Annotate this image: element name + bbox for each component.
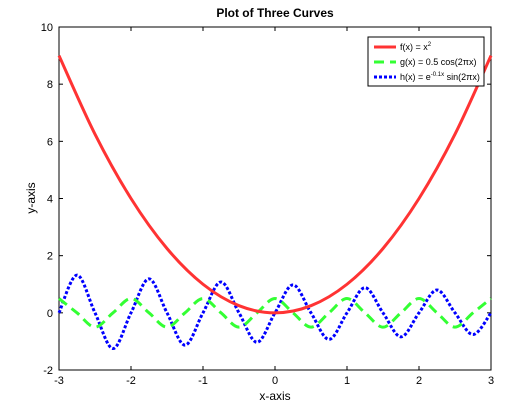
y-tick-label: 4 — [47, 194, 53, 206]
legend-text-superscript: 2 — [428, 42, 432, 48]
y-tick-label: 10 — [41, 22, 53, 34]
chart-title: Plot of Three Curves — [216, 6, 334, 20]
y-tick-label: 8 — [47, 79, 53, 91]
y-axis-label: y-axis — [24, 182, 38, 213]
x-tick-label: 0 — [272, 375, 278, 387]
legend-entry: h(x) = e-0.1x sin(2πx) — [400, 72, 480, 82]
legend-entry: g(x) = 0.5 cos(2πx) — [400, 57, 476, 67]
series-h-line — [57, 273, 493, 351]
legend-entry: f(x) = x2 — [400, 42, 432, 52]
x-tick-label: -2 — [126, 375, 136, 387]
y-tick-label: 0 — [47, 308, 53, 320]
y-tick-label: 6 — [47, 136, 53, 148]
legend-box — [367, 36, 485, 87]
legend-text-superscript: -0.1x — [431, 72, 444, 78]
y-tick-label: -2 — [43, 365, 53, 377]
x-tick-label: -3 — [54, 375, 64, 387]
x-axis-label: x-axis — [259, 389, 290, 403]
series-g-line — [58, 297, 492, 329]
legend-text-base: h(x) = e — [400, 72, 431, 82]
y-tick-label: 2 — [47, 251, 53, 263]
legend: f(x) = x2 g(x) = 0.5 cos(2πx) h(x) = e-0.1… — [367, 36, 485, 87]
legend-text-base: f(x) = x — [400, 42, 428, 52]
series-f-line — [57, 54, 493, 315]
x-tick-label: 2 — [416, 375, 422, 387]
legend-text-tail: sin(2πx) — [444, 72, 480, 82]
x-tick-label: -1 — [198, 375, 208, 387]
x-tick-label: 1 — [344, 375, 350, 387]
x-tick-label: 3 — [488, 375, 494, 387]
